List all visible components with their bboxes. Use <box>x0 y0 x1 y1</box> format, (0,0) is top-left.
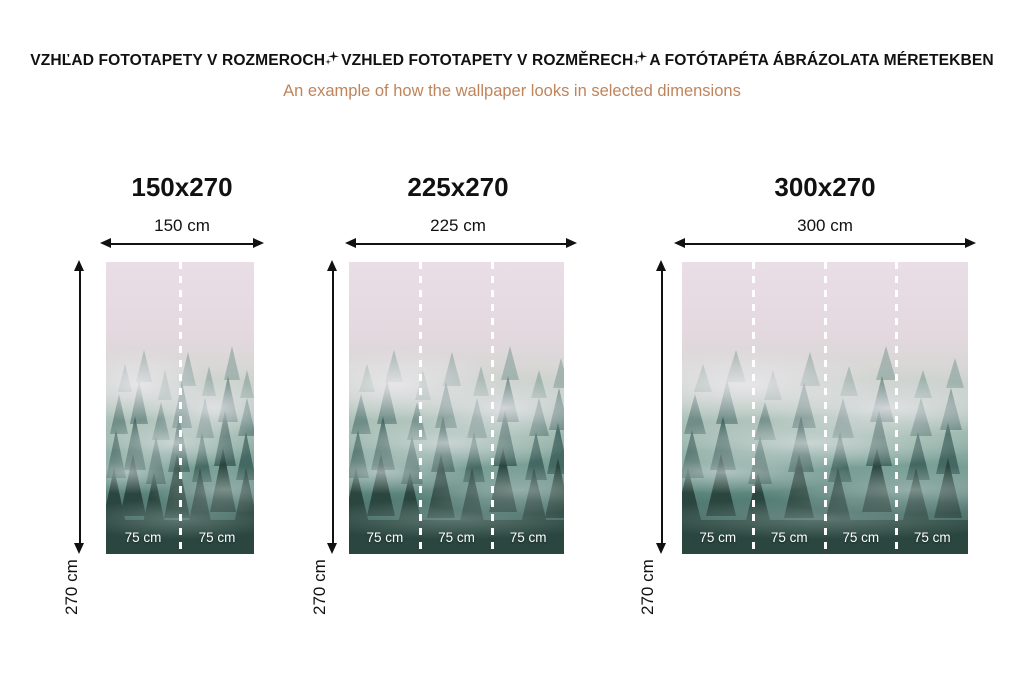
strip-label: 75 cm <box>366 530 404 545</box>
strip-label: 75 cm <box>509 530 547 545</box>
title-segment-cs: VZHLED FOTOTAPETY V ROZMĚRECH <box>341 52 634 69</box>
panel-title: 300x270 <box>774 172 876 202</box>
strip-divider <box>895 262 898 554</box>
width-dimension-arrow <box>674 238 976 249</box>
strip-label: 75 cm <box>198 530 236 545</box>
strip-label: 75 cm <box>842 530 880 545</box>
height-dimension-arrow <box>327 260 338 554</box>
wallpaper-scene <box>349 262 564 554</box>
title-segment-hu: A FOTÓTAPÉTA ÁBRÁZOLATA MÉRETEKBEN <box>649 52 994 69</box>
panel-title: 150x270 <box>131 172 233 202</box>
size-panel-225x270: 225x270 225 cm 270 cm <box>300 172 590 615</box>
forest-illustration <box>349 346 564 554</box>
panel-width-label: 225 cm <box>430 216 486 235</box>
panel-height-label: 270 cm <box>62 559 81 615</box>
wallpaper-preview: 75 cm 75 cm 75 cm <box>349 262 564 554</box>
panel-height-label: 270 cm <box>310 559 329 615</box>
size-panel-300x270: 300x270 300 cm 270 cm <box>612 172 992 615</box>
strip-divider <box>419 262 423 554</box>
sparkle-icon <box>633 50 649 67</box>
panel-title: 225x270 <box>407 172 509 202</box>
height-dimension-arrow <box>656 260 667 554</box>
strip-divider <box>752 262 755 554</box>
height-dimension-arrow <box>74 260 85 554</box>
page-title: VZHĽAD FOTOTAPETY V ROZMEROCH VZHLED FOTO… <box>0 50 1024 70</box>
sparkle-icon <box>325 50 341 67</box>
strip-label: 75 cm <box>438 530 475 545</box>
strip-divider <box>490 262 494 554</box>
size-panel-150x270: 150x270 150 cm 270 cm <box>40 172 300 615</box>
strip-divider <box>823 262 827 554</box>
panel-height-label: 270 cm <box>638 559 657 615</box>
wallpaper-preview: 75 cm 75 cm <box>106 262 254 554</box>
width-dimension-arrow <box>345 238 577 249</box>
width-dimension-arrow <box>100 238 264 249</box>
strip-label: 75 cm <box>699 530 737 545</box>
wallpaper-preview: 75 cm 75 cm 75 cm 75 cm <box>682 262 968 554</box>
panel-width-label: 300 cm <box>797 216 853 235</box>
strip-label: 75 cm <box>770 530 808 545</box>
strip-label: 75 cm <box>124 530 162 545</box>
title-segment-sk: VZHĽAD FOTOTAPETY V ROZMEROCH <box>30 52 326 69</box>
strip-divider <box>178 262 182 554</box>
page-subtitle: An example of how the wallpaper looks in… <box>283 82 741 100</box>
panel-width-label: 150 cm <box>154 216 210 235</box>
strip-label: 75 cm <box>913 530 951 545</box>
